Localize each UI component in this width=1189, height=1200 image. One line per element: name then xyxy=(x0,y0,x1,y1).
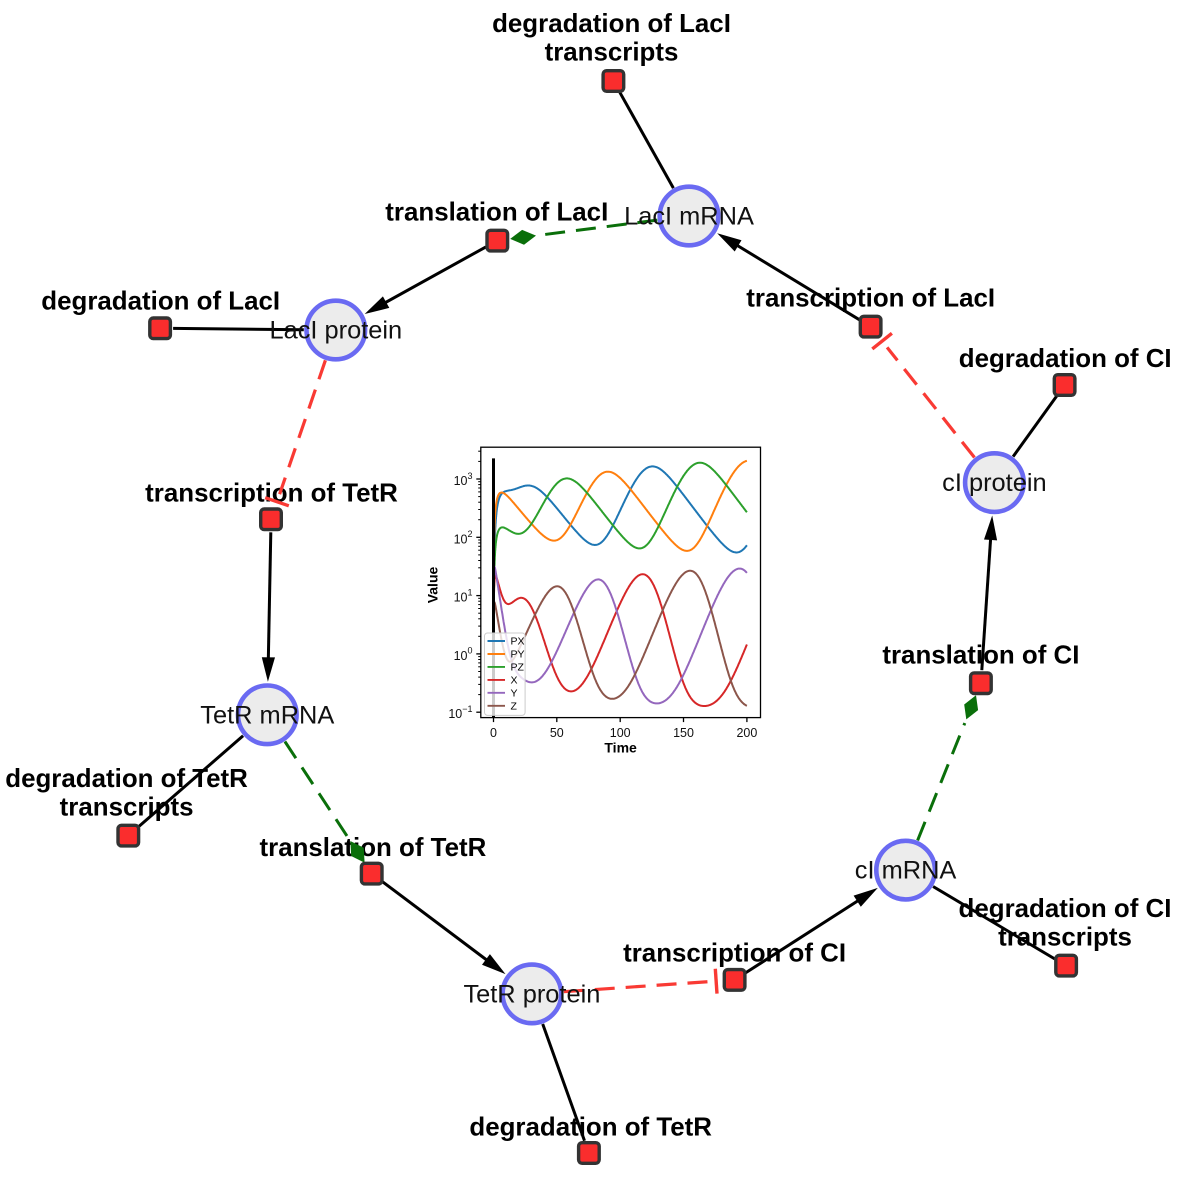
svg-text:degradation of CI: degradation of CI xyxy=(959,895,1172,923)
svg-text:transcription of CI: transcription of CI xyxy=(623,940,846,968)
svg-text:Time: Time xyxy=(604,740,637,756)
svg-text:PX: PX xyxy=(511,636,525,648)
svg-text:TetR protein: TetR protein xyxy=(463,981,600,1009)
svg-text:cI mRNA: cI mRNA xyxy=(855,857,957,885)
svg-text:degradation of TetR: degradation of TetR xyxy=(469,1113,712,1141)
svg-text:Value: Value xyxy=(425,567,441,604)
svg-text:Z: Z xyxy=(511,700,518,712)
svg-text:X: X xyxy=(511,675,518,687)
svg-text:transcripts: transcripts xyxy=(545,39,679,67)
svg-text:0: 0 xyxy=(490,726,497,740)
svg-text:LacI mRNA: LacI mRNA xyxy=(624,203,754,231)
svg-text:translation of LacI: translation of LacI xyxy=(385,199,608,227)
svg-text:degradation of CI: degradation of CI xyxy=(959,345,1172,373)
svg-text:degradation of LacI: degradation of LacI xyxy=(492,10,731,38)
svg-text:translation of TetR: translation of TetR xyxy=(260,834,487,862)
svg-text:50: 50 xyxy=(550,726,564,740)
svg-text:PZ: PZ xyxy=(511,662,525,674)
svg-text:TetR mRNA: TetR mRNA xyxy=(200,701,334,729)
svg-text:Y: Y xyxy=(511,687,518,699)
svg-text:200: 200 xyxy=(736,726,757,740)
svg-text:transcription of TetR: transcription of TetR xyxy=(145,480,398,508)
svg-text:100: 100 xyxy=(610,726,631,740)
svg-text:cI protein: cI protein xyxy=(942,469,1046,497)
svg-text:150: 150 xyxy=(673,726,694,740)
svg-text:degradation of TetR: degradation of TetR xyxy=(5,765,248,793)
svg-text:degradation of LacI: degradation of LacI xyxy=(41,287,280,315)
svg-text:PY: PY xyxy=(511,649,525,661)
svg-text:LacI protein: LacI protein xyxy=(269,317,402,345)
svg-text:transcription of LacI: transcription of LacI xyxy=(746,284,995,312)
